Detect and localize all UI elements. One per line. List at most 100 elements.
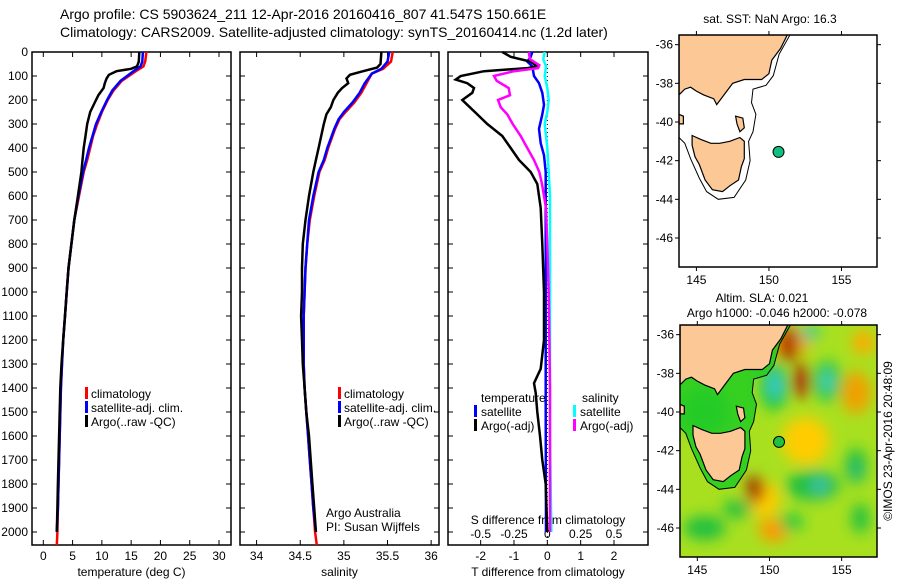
sla-anomaly-blob xyxy=(822,369,833,394)
lat-tick-label: -46 xyxy=(657,521,675,535)
sla-anomaly-blob xyxy=(781,417,830,465)
lat-tick-label: -46 xyxy=(656,231,674,245)
depth-tick-label: 200 xyxy=(8,93,28,107)
depth-tick-label: 1400 xyxy=(1,381,28,395)
x-tick-label: 15 xyxy=(124,549,138,563)
satellite-adj-clim--profile-line xyxy=(302,51,391,533)
x-tick-label: 5 xyxy=(69,549,76,563)
depth-tick-label: 1800 xyxy=(1,477,28,491)
profile-title: Argo profile: CS 5903624_211 12-Apr-2016… xyxy=(60,6,546,22)
depth-tick-label: 1200 xyxy=(1,333,28,347)
legend-swatch xyxy=(85,415,88,427)
difference-axes-frame xyxy=(447,51,649,546)
lon-tick-label: 155 xyxy=(832,563,852,577)
depth-tick-label: 100 xyxy=(8,69,28,83)
lat-tick-label: -40 xyxy=(657,405,675,419)
lat-tick-label: -42 xyxy=(656,154,674,168)
legend-swatch xyxy=(474,419,477,431)
s-diff-tick-label: -0.5 xyxy=(470,527,491,541)
sla-anomaly-blob xyxy=(852,330,875,355)
x-tick-label: 10 xyxy=(95,549,109,563)
legend-swatch xyxy=(338,387,341,399)
depth-tick-label: 2000 xyxy=(1,525,28,539)
climatology-profile-line xyxy=(302,51,394,546)
lat-tick-label: -36 xyxy=(656,38,674,52)
sla-anomaly-blob xyxy=(722,499,753,518)
salinity-xlabel: salinity xyxy=(321,565,358,579)
x-tick-label: 1 xyxy=(577,549,584,563)
salinity-panel: 34 34.5 35 35.5 36 salinity climatologysatelli… xyxy=(239,51,440,579)
sla-map-subtitle: Argo h1000: -0.046 h2000: -0.078 xyxy=(687,306,867,320)
legend-swatch xyxy=(338,415,341,427)
shelf-contour xyxy=(680,325,791,490)
flinders-island xyxy=(735,405,746,423)
x-tick-label: 0 xyxy=(544,549,551,563)
lat-tick-label: -40 xyxy=(656,115,674,129)
s-diff-tick-label: 0.5 xyxy=(606,527,623,541)
legend-label: climatology xyxy=(344,387,404,401)
depth-tick-label: 1100 xyxy=(2,309,28,323)
legend-label: satellite-adj. clim. xyxy=(91,401,183,415)
x-tick-label: 0 xyxy=(40,549,47,563)
lon-tick-label: 155 xyxy=(831,273,851,287)
lon-tick-label: 145 xyxy=(686,273,706,287)
depth-tick-label: 1300 xyxy=(1,357,28,371)
x-tick-label: 35.5 xyxy=(376,549,400,563)
depth-tick-label: 600 xyxy=(8,189,28,203)
depth-tick-label: 0 xyxy=(21,45,28,59)
legend-label: satellite-adj. clim. xyxy=(344,401,436,415)
x-tick-label: 35 xyxy=(337,549,351,563)
sla-map: 145 150 155 -36 -38 -40 -42 -44 -46 xyxy=(657,321,881,577)
x-tick-label: 34 xyxy=(250,549,264,563)
king-island xyxy=(680,403,685,415)
sla-anomaly-blob xyxy=(683,516,726,540)
sla-anomaly-blob xyxy=(800,325,820,340)
lat-tick-label: -38 xyxy=(656,76,674,90)
difference-xlabel: T difference from climatology xyxy=(471,565,625,579)
sla-anomaly-blob xyxy=(779,513,804,532)
temperature-panel: 0100200300400500600700800900100011001200… xyxy=(1,45,232,579)
legend-temperature-heading: temperature xyxy=(481,391,546,405)
difference-panel: -2 -1 0 1 2 T difference from climatology -0.5… xyxy=(447,50,649,579)
depth-tick-label: 500 xyxy=(8,165,28,179)
depth-tick-label: 1700 xyxy=(1,453,28,467)
tasmania xyxy=(692,424,746,483)
lat-tick-label: -42 xyxy=(657,444,675,458)
sla-anomaly-blob xyxy=(841,371,872,414)
argo-float-marker[interactable] xyxy=(772,145,785,158)
s-argo-adj--profile-line xyxy=(492,51,552,532)
mainland-australia xyxy=(680,325,789,396)
s-diff-tick-label: -0.25 xyxy=(500,527,528,541)
lon-tick-label: 150 xyxy=(759,563,779,577)
x-tick-label: -1 xyxy=(509,549,520,563)
credit-text: Argo Australia xyxy=(326,506,401,520)
tasmania xyxy=(691,134,745,193)
temperature-xlabel: temperature (deg C) xyxy=(77,565,185,579)
legend-swatch xyxy=(474,405,477,417)
flinders-island xyxy=(734,115,745,133)
satellite-adj-clim--profile-line xyxy=(55,51,145,533)
legend-salinity-heading: salinity xyxy=(582,391,619,405)
credit-text: PI: Susan Wijffels xyxy=(326,520,420,534)
depth-tick-label: 900 xyxy=(8,261,28,275)
lat-tick-label: -44 xyxy=(657,482,675,496)
x-tick-label: 34.5 xyxy=(289,549,313,563)
legend-swatch xyxy=(85,387,88,399)
map-frame xyxy=(678,34,878,268)
legend-label: Argo(-adj) xyxy=(580,419,633,433)
depth-tick-label: 1000 xyxy=(1,285,28,299)
lat-tick-label: -44 xyxy=(656,192,674,206)
sla-anomaly-blob xyxy=(851,503,870,534)
argo-float-marker[interactable] xyxy=(773,435,786,448)
king-island xyxy=(679,113,685,125)
sla-map-title: Altim. SLA: 0.021 xyxy=(716,291,809,305)
legend-swatch xyxy=(573,405,576,417)
mainland-australia xyxy=(679,35,788,106)
argo-raw-qc--profile-line xyxy=(299,51,383,533)
argo-raw-qc--profile-line xyxy=(55,51,141,533)
depth-tick-label: 400 xyxy=(8,141,28,155)
sla-anomaly-blob xyxy=(746,476,765,503)
shelf-contour xyxy=(679,35,791,200)
s-diff-tick-label: 0.25 xyxy=(569,527,593,541)
